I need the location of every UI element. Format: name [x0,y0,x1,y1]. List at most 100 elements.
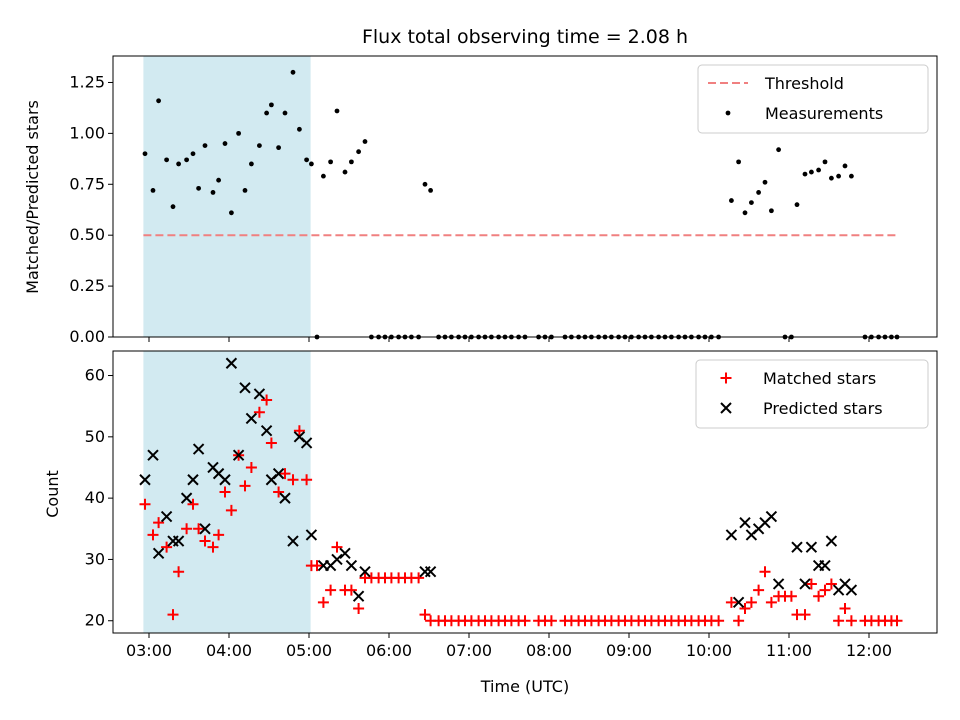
top-point [769,208,774,214]
top-y-tick-label: 0.50 [69,225,105,244]
predicted-star-point [287,535,299,547]
top-point [822,159,828,165]
bottom-y-tick-label: 20 [85,611,105,630]
top-legend-box [697,64,929,134]
top-point [142,151,148,157]
top-point [242,187,248,193]
matched-star-point [261,394,273,406]
matched-star-point [545,615,557,627]
top-point [297,126,302,132]
matched-star-point [759,566,771,578]
matched-star-point [331,541,343,553]
matched-star-point [193,523,205,535]
matched-star-point [167,609,179,621]
matched-star-point [725,596,737,608]
matched-star-point [845,615,857,627]
top-y-axis-label: Matched/Predicted stars [23,100,42,294]
top-point [164,157,170,163]
predicted-star-point [239,382,251,394]
predicted-star-point [160,510,173,523]
matched-star-point [173,566,185,578]
top-point [276,145,281,151]
top-frame [112,55,938,338]
predicted-star-point [187,474,199,486]
top-point [309,161,314,167]
matched-star-point [225,504,237,516]
predicted-star-point [260,424,273,437]
matched-star-point [839,602,851,614]
top-point [196,185,202,191]
matched-star-point [239,480,251,492]
top-point [762,179,768,185]
top-point [176,161,182,167]
matched-star-point [325,584,337,596]
predicted-star-point [819,559,831,572]
top-point [216,177,222,183]
matched-star-point [273,486,285,498]
x-tick-label: 12:00 [846,641,892,660]
top-y-tick-label: 0.25 [69,276,105,295]
predicted-star-point [772,578,785,590]
top-point [742,210,748,216]
top-point [794,202,800,208]
matched-star-point [187,498,199,510]
predicted-star-point [345,559,358,572]
top-legend-swatch [725,110,731,116]
predicted-star-point [765,510,778,523]
matched-star-point [733,615,745,627]
top-point [156,98,162,104]
top-point [290,69,296,75]
x-tick-label: 05:00 [286,641,332,660]
predicted-star-point [225,357,238,369]
matched-star-point [147,529,159,541]
top-point [328,159,333,165]
x-tick-label: 11:00 [766,641,812,660]
top-point [342,169,348,175]
matched-star-point [739,602,751,614]
matched-star-point [213,529,225,541]
top-y-tick-label: 1.25 [69,72,105,91]
bottom-frame [112,350,938,634]
top-point [190,151,196,157]
predicted-star-point [245,412,258,425]
bottom-panel: 20 30 40 50 60 03:00 04:00 05:00 06:00 07:00 08:00… [85,350,938,660]
matched-star-point [413,572,425,584]
matched-star-point [219,486,231,498]
predicted-star-point [805,541,818,553]
top-point [809,169,814,175]
x-tick-label: 08:00 [526,641,572,660]
predicted-star-point [192,443,205,455]
matched-star-point [713,615,725,627]
bottom-legend-swatch [720,402,732,414]
predicted-star-point [732,596,745,609]
top-point [829,175,834,181]
matched-star-point [813,590,825,602]
predicted-star-point [845,584,858,596]
top-point [362,139,368,144]
matched-star-point [301,474,313,486]
predicted-star-point [424,565,437,578]
top-point [349,159,354,165]
matched-star-point [745,596,757,608]
matched-star-point [153,517,165,529]
top-legend-label: Measurements [765,104,883,123]
top-point [836,173,841,179]
matched-star-point [785,590,797,602]
top-point [842,163,848,169]
x-tick-label: 04:00 [206,641,252,660]
matched-star-point [161,541,173,553]
predicted-star-point [331,553,343,566]
top-point [321,173,326,179]
top-point [756,190,761,195]
matched-star-point [317,596,329,608]
top-point [210,190,216,195]
matched-star-point [353,602,365,614]
top-y-tick-label: 0.75 [69,174,105,193]
chart-title: Flux total observing time = 2.08 h [362,26,688,48]
top-point [334,108,340,114]
x-tick-label: 09:00 [606,641,652,660]
top-point [257,143,262,148]
matched-star-point [293,425,305,437]
predicted-star-point [352,590,365,602]
